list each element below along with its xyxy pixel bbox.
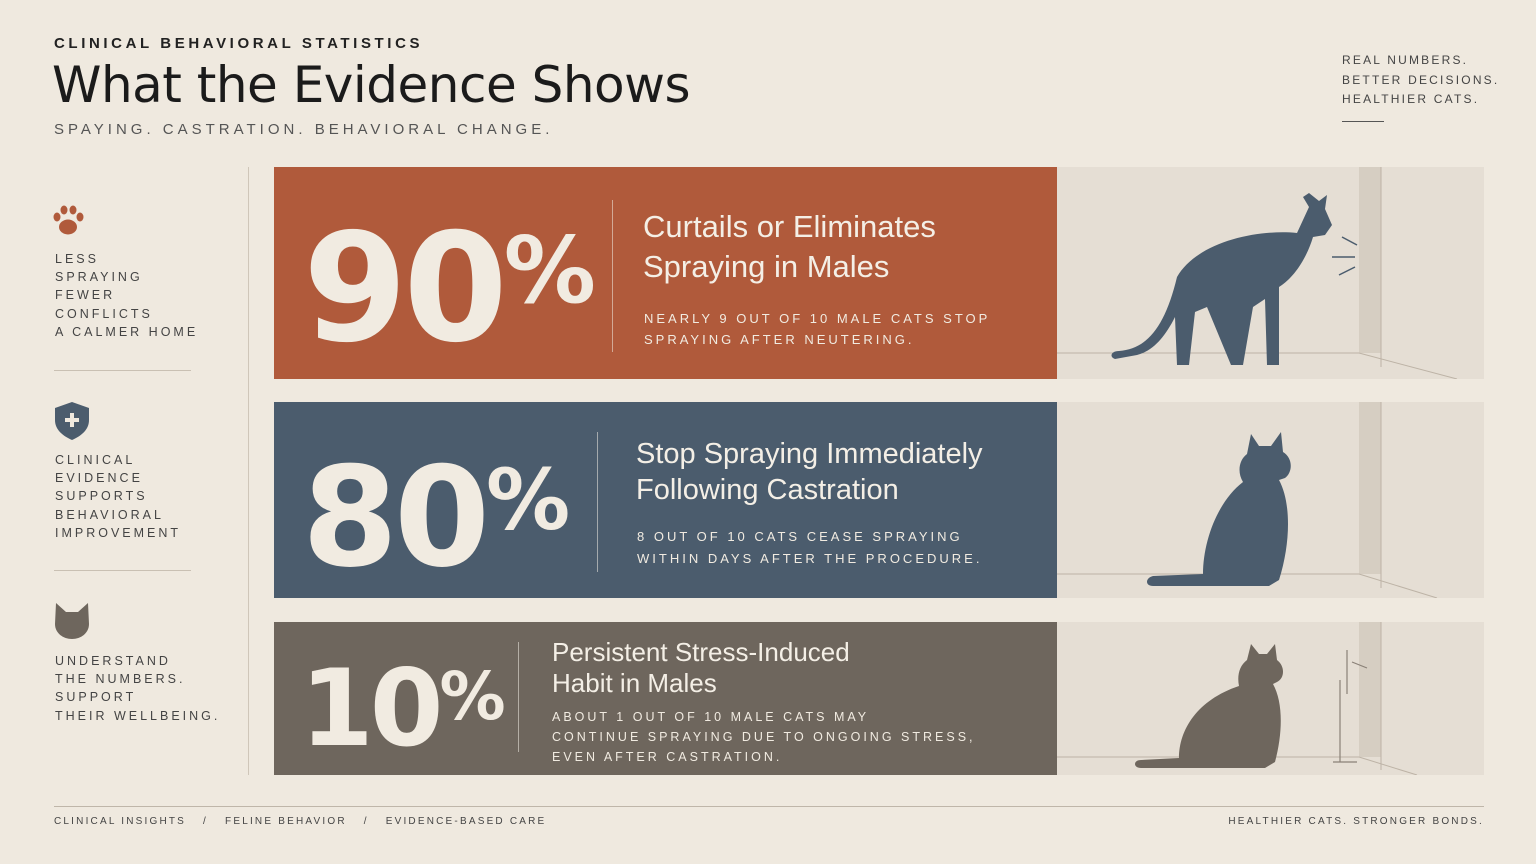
card-title: Curtails or Eliminates Spraying in Males [643, 207, 936, 287]
stat-unit: % [439, 658, 506, 735]
rule [54, 570, 191, 571]
sidebar-line: SPRAYING [55, 270, 143, 285]
sidebar-line: CONFLICTS [55, 306, 153, 321]
card-description-line: 8 OUT OF 10 CATS CEASE SPRAYING [637, 529, 963, 544]
stat-number: 90 [303, 202, 508, 376]
sidebar-line: THEIR WELLBEING. [55, 708, 221, 723]
sidebar-line: LESS [55, 252, 99, 266]
card-description: 8 OUT OF 10 CATS CEASE SPRAYING WITHIN D… [637, 526, 982, 570]
footer-item: CLINICAL INSIGHTS [54, 816, 187, 827]
card-description-line: ABOUT 1 OUT OF 10 MALE CATS MAY [552, 710, 870, 724]
illustration [1057, 622, 1418, 776]
sidebar-line: SUPPORT [55, 690, 137, 705]
card-title-line: Following Castration [636, 474, 899, 506]
sidebar-line: CLINICAL [55, 453, 136, 467]
card-title: Stop Spraying Immediately Following Cast… [636, 436, 983, 508]
stat: 80% [302, 430, 570, 588]
sidebar-line: FEWER [55, 288, 116, 303]
footer-separator: / [203, 816, 209, 827]
sidebar-line: UNDERSTAND [55, 654, 171, 668]
sidebar-text: LESS SPRAYING FEWER CONFLICTS A CALMER H… [55, 250, 198, 341]
card-title-line: Spraying in Males [643, 249, 890, 284]
card-title-line: Habit in Males [552, 668, 717, 698]
cat-icon [55, 603, 89, 639]
sidebar-text: UNDERSTAND THE NUMBERS. SUPPORT THEIR WE… [55, 652, 220, 725]
stat: 10% [300, 642, 506, 764]
stat-card [274, 402, 1057, 598]
stat-number: 10 [300, 647, 444, 770]
card-description-line: WITHIN DAYS AFTER THE PROCEDURE. [637, 551, 983, 566]
illustration-panel [1057, 167, 1484, 380]
card-description-line: EVEN AFTER CASTRATION. [552, 750, 783, 764]
card-description-line: SPRAYING AFTER NEUTERING. [644, 332, 915, 347]
footer-item: FELINE BEHAVIOR [225, 816, 347, 827]
card-description-line: NEARLY 9 OUT OF 10 MALE CATS STOP [644, 311, 991, 326]
sidebar-text: CLINICAL EVIDENCE SUPPORTS BEHAVIORAL IM… [55, 451, 181, 542]
stat: 90% [303, 196, 596, 364]
shield-icon [55, 402, 89, 440]
sidebar-line: EVIDENCE [55, 471, 143, 486]
card-title-line: Curtails or Eliminates [643, 209, 936, 244]
tagline: REAL NUMBERS. BETTER DECISIONS. HEALTHIE… [1342, 51, 1499, 110]
divider [597, 432, 598, 572]
illustration-panel [1057, 402, 1484, 599]
page-title: What the Evidence Shows [52, 56, 691, 114]
illustration [1057, 167, 1458, 380]
divider [248, 167, 249, 775]
sidebar-line: THE NUMBERS. [55, 672, 186, 687]
card-title: Persistent Stress-Induced Habit in Males [552, 637, 850, 699]
card-description: ABOUT 1 OUT OF 10 MALE CATS MAY CONTINUE… [552, 707, 976, 767]
sidebar-line: BEHAVIORAL [55, 507, 164, 522]
stat-unit: % [486, 451, 571, 549]
rule [1342, 121, 1384, 122]
stat-card [274, 622, 1057, 775]
divider [518, 642, 519, 752]
tagline-line: BETTER DECISIONS. [1342, 72, 1500, 87]
sidebar-line: SUPPORTS [55, 489, 148, 504]
tagline-line: REAL NUMBERS. [1342, 53, 1469, 67]
footer-separator: / [363, 816, 369, 827]
rule [54, 806, 1484, 807]
tagline-line: HEALTHIER CATS. [1342, 92, 1480, 106]
footer-links: CLINICAL INSIGHTS / FELINE BEHAVIOR / EV… [54, 816, 546, 827]
footer-tagline: HEALTHIER CATS. STRONGER BONDS. [1228, 816, 1484, 827]
illustration [1057, 402, 1438, 599]
footer-item: EVIDENCE-BASED CARE [385, 816, 547, 827]
card-title-line: Persistent Stress-Induced [552, 637, 850, 667]
stat-number: 80 [302, 437, 490, 598]
stat-unit: % [503, 217, 596, 324]
card-description-line: CONTINUE SPRAYING DUE TO ONGOING STRESS, [552, 730, 976, 744]
card-description: NEARLY 9 OUT OF 10 MALE CATS STOP SPRAYI… [644, 308, 990, 350]
subtitle: SPAYING. CASTRATION. BEHAVIORAL CHANGE. [54, 121, 554, 138]
rule [54, 370, 191, 371]
stat-card [274, 167, 1057, 379]
illustration-panel [1057, 622, 1484, 776]
eyebrow: CLINICAL BEHAVIORAL STATISTICS [54, 35, 424, 52]
paw-icon [53, 205, 84, 235]
card-title-line: Stop Spraying Immediately [636, 438, 983, 470]
sidebar-line: IMPROVEMENT [55, 525, 182, 540]
divider [612, 200, 613, 352]
sidebar-line: A CALMER HOME [55, 324, 199, 339]
